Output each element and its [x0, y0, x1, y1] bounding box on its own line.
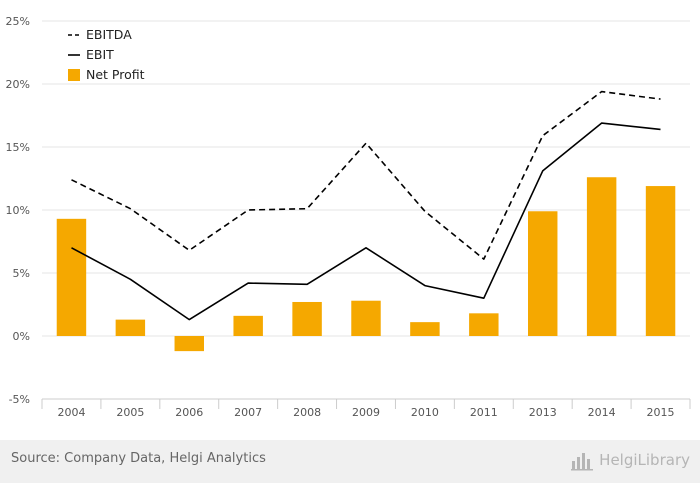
legend-swatch-net-profit	[68, 69, 80, 81]
source-note: Source: Company Data, Helgi Analytics	[11, 451, 266, 466]
bar-2015	[645, 186, 676, 336]
bar-2007	[233, 315, 263, 336]
x-tick-label: 2009	[352, 406, 380, 419]
x-tick-label: 2010	[411, 406, 439, 419]
y-tick-label: 0%	[13, 330, 30, 343]
x-tick-label: 2005	[116, 406, 144, 419]
y-tick-label: 25%	[6, 15, 30, 28]
x-tick-label: 2011	[470, 406, 498, 419]
y-tick-label: 20%	[6, 78, 30, 91]
bar-2005	[115, 319, 146, 336]
bar-2013	[528, 211, 558, 336]
x-tick-label: 2007	[234, 406, 262, 419]
bar-2014	[586, 177, 617, 336]
net-profit-bars	[56, 177, 676, 352]
legend-label: EBITDA	[86, 27, 132, 42]
brand-logo: HelgiLibrary	[571, 449, 690, 471]
y-tick-label: 15%	[6, 141, 30, 154]
ebitda-line	[71, 90, 661, 260]
line-series	[71, 90, 661, 321]
y-tick-label: 10%	[6, 204, 30, 217]
bar-2011	[469, 313, 499, 336]
x-tick-label: 2014	[588, 406, 616, 419]
x-tick-label: 2006	[175, 406, 203, 419]
bar-2006	[174, 336, 204, 352]
x-tick-label: 2013	[529, 406, 557, 419]
bar-2009	[351, 300, 381, 336]
bar-2010	[410, 322, 440, 336]
bar-2008	[292, 301, 322, 336]
x-tick-label: 2008	[293, 406, 321, 419]
legend-label: EBIT	[86, 47, 114, 62]
y-axis: -5% 0% 5% 10% 15% 20% 25%	[6, 15, 30, 406]
bar-2004	[56, 218, 87, 336]
x-axis: 2004 2005 2006 2007 2008 2009 2010 2011 2013 2014…	[41, 398, 691, 419]
footer: Source: Company Data, Helgi Analytics He…	[0, 440, 700, 483]
y-tick-label: -5%	[9, 393, 30, 406]
legend: EBITDA EBIT Net Profit	[68, 27, 145, 82]
chart: -5% 0% 5% 10% 15% 20% 25% 2004 2005 2006 2007 2008…	[6, 15, 691, 419]
chart-bars-icon	[571, 453, 594, 471]
legend-label: Net Profit	[86, 67, 145, 82]
x-tick-label: 2004	[57, 406, 85, 419]
brand-name: HelgiLibrary	[599, 451, 690, 469]
ebit-line	[71, 122, 661, 321]
gridlines	[42, 20, 690, 400]
x-tick-label: 2015	[647, 406, 675, 419]
y-tick-label: 5%	[13, 267, 30, 280]
